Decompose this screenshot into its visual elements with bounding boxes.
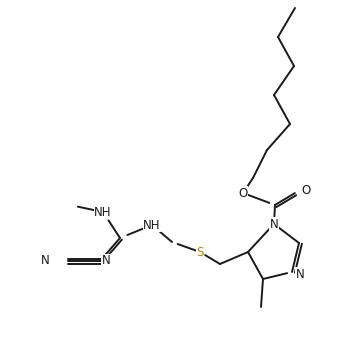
Text: N: N xyxy=(102,255,111,267)
Text: O: O xyxy=(238,186,248,200)
Text: S: S xyxy=(196,246,204,258)
Text: N: N xyxy=(296,267,304,281)
Text: N: N xyxy=(41,255,50,267)
Text: O: O xyxy=(301,183,311,196)
Text: N: N xyxy=(270,217,278,231)
Text: NH: NH xyxy=(94,206,112,218)
Text: NH: NH xyxy=(143,218,161,231)
